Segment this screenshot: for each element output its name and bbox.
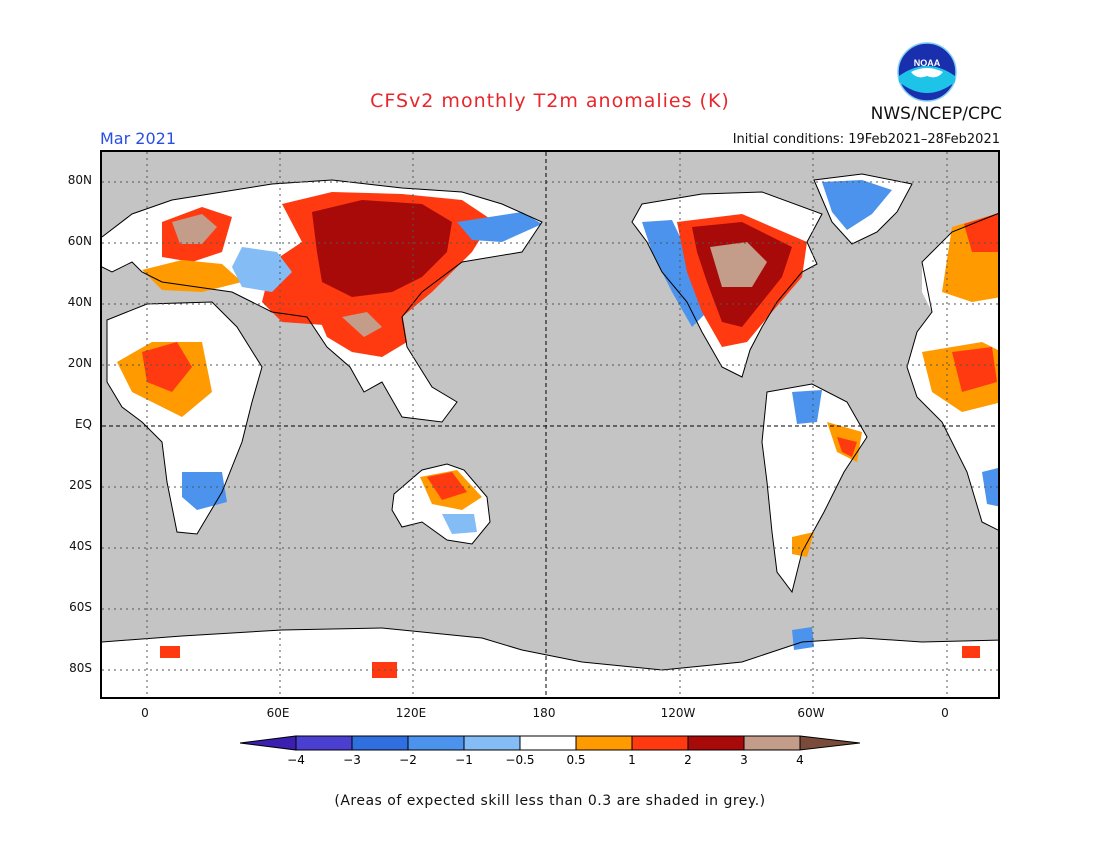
legend-swatch <box>519 735 577 751</box>
map-title: CFSv2 monthly T2m anomalies (K) <box>370 90 730 112</box>
agency-label: NWS/NCEP/CPC <box>870 104 1002 124</box>
legend-tick-label: 4 <box>796 753 804 767</box>
anomaly-map <box>100 150 1000 699</box>
lat-label-60s: 60S <box>69 600 92 614</box>
land-africa <box>107 302 262 534</box>
coastline-north-america <box>631 191 823 378</box>
legend-tick-label: 1 <box>628 753 636 767</box>
graticule <box>102 152 998 697</box>
initial-conditions: Initial conditions: 19Feb2021–28Feb2021 <box>732 132 1000 147</box>
legend-swatch <box>351 735 409 751</box>
anomaly-australia-red <box>427 472 467 500</box>
noaa-logo: NOAA <box>897 42 957 102</box>
lat-label-80n: 80N <box>67 173 92 187</box>
legend-tick-label: 3 <box>740 753 748 767</box>
legend-tick-label: −4 <box>287 753 305 767</box>
legend-tick-label: 0.5 <box>566 753 585 767</box>
anomaly-canada-brown <box>710 242 767 287</box>
lat-label-40n: 40N <box>67 295 92 309</box>
legend-swatch <box>463 735 521 751</box>
legend-arrow-right <box>799 735 861 751</box>
anomaly-siberia-darkred <box>312 200 452 297</box>
skill-note: (Areas of expected skill less than 0.3 a… <box>334 793 766 809</box>
anomaly-tibet-brown <box>342 312 382 337</box>
anomaly-greenland-cold <box>822 180 892 230</box>
legend-tick-label: 2 <box>684 753 692 767</box>
legend-swatch <box>631 735 689 751</box>
land-antarctica <box>102 628 998 697</box>
lat-label-40s: 40S <box>69 539 92 553</box>
anomaly-s-africa-cold <box>182 472 227 510</box>
lon-label-0-right: 0 <box>941 706 949 720</box>
anomaly-shading <box>117 180 998 678</box>
anomaly-sahara-red-repeat <box>952 347 997 392</box>
legend-tick-label: −1 <box>455 753 473 767</box>
coastline-antarctica <box>102 627 998 671</box>
anomaly-australia-cold <box>442 514 477 534</box>
anomaly-europe <box>142 260 242 292</box>
lat-label-eq: EQ <box>74 417 92 431</box>
coastline-greenland <box>813 173 913 245</box>
anomaly-argentina-orange <box>792 532 814 557</box>
anomaly-antarctica-red-right <box>962 646 980 658</box>
coastline-eurasia <box>102 179 543 423</box>
anomaly-russia-cold <box>232 247 292 292</box>
color-legend: −4 −3 −2 −1 −0.5 0.5 1 2 3 4 <box>239 734 861 774</box>
anomaly-antarctica-cold <box>792 627 814 650</box>
equator-dateline <box>102 152 998 697</box>
legend-tick-label: −3 <box>343 753 361 767</box>
lon-label-120w: 120W <box>660 706 696 720</box>
lon-label-120e: 120E <box>395 706 427 720</box>
coastline-south-america <box>761 383 868 594</box>
legend-swatch <box>575 735 633 751</box>
logo-text: NOAA <box>914 58 941 68</box>
legend-swatch <box>407 735 465 751</box>
legend-arrow-left <box>239 735 297 751</box>
forecast-month: Mar 2021 <box>100 129 176 148</box>
lon-label-180: 180 <box>532 706 556 720</box>
anomaly-na-west-cold <box>642 220 707 327</box>
lat-label-20s: 20S <box>69 478 92 492</box>
anomaly-scandinavia-brown <box>172 214 217 244</box>
lon-label-60w: 60W <box>797 706 825 720</box>
coastline-africa <box>106 301 263 535</box>
anomaly-scand-repeat <box>964 213 998 252</box>
lat-label-20n: 20N <box>67 356 92 370</box>
anomaly-amazon-cold <box>792 390 822 424</box>
lat-label-60n: 60N <box>67 234 92 248</box>
lat-label-80s: 80S <box>69 661 92 675</box>
legend-swatch <box>687 735 745 751</box>
legend-tick-label: −0.5 <box>505 753 534 767</box>
anomaly-antarctica-red-left <box>160 646 180 658</box>
legend-swatch <box>295 735 353 751</box>
coastlines <box>102 173 998 671</box>
land-masses <box>102 174 998 697</box>
coastline-australia <box>391 463 491 545</box>
anomaly-brazil-red <box>837 437 857 457</box>
anomaly-sahara-red <box>142 342 192 392</box>
coastline-europe-repeat <box>906 213 998 531</box>
anomaly-ne-asia-cold <box>457 212 542 242</box>
lon-label-0: 0 <box>141 706 149 720</box>
legend-tick-label: −2 <box>399 753 417 767</box>
lon-label-60e: 60E <box>266 706 290 720</box>
legend-swatch <box>743 735 801 751</box>
